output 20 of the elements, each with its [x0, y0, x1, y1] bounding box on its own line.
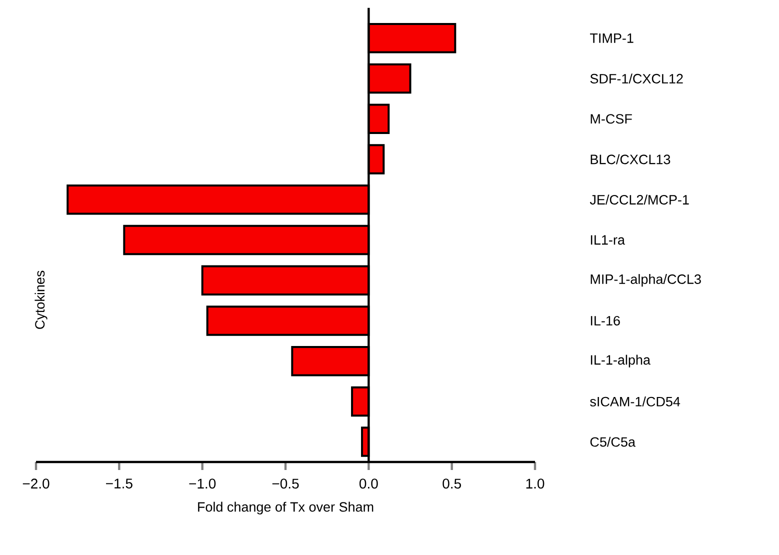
x-axis-title: Fold change of Tx over Sham [198, 502, 374, 514]
y-tick-label: BLC/CXCL13 [590, 154, 670, 164]
x-tick-label: 1.0 [526, 478, 544, 489]
y-tick-label: IL-1-alpha [590, 354, 650, 368]
y-tick-label: M-CSF [590, 114, 632, 124]
y-tick-label: IL-16 [590, 316, 620, 326]
y-tick-label: C5/C5a [590, 436, 636, 447]
x-tick-label: 0.5 [442, 478, 461, 489]
y-tick-label: TIMP-1 [590, 34, 634, 43]
x-tick-label: 0.0 [359, 478, 378, 489]
x-tick-label: −1.0 [189, 478, 216, 489]
y-tick-label: SDF-1/CXCL12 [590, 74, 683, 84]
y-tick-label: IL1-ra [590, 235, 625, 245]
x-tick-label: −1.5 [106, 478, 132, 488]
y-tick-label: JE/CCL2/MCP-1 [590, 194, 689, 205]
x-tick-label: −0.5 [272, 478, 299, 489]
x-tick-label: −2.0 [22, 478, 50, 489]
y-axis-title: Cytokines [34, 270, 48, 329]
y-tick-label: sICAM-1/CD54 [590, 396, 680, 406]
y-tick-label: MIP-1-alpha/CCL3 [590, 274, 701, 287]
